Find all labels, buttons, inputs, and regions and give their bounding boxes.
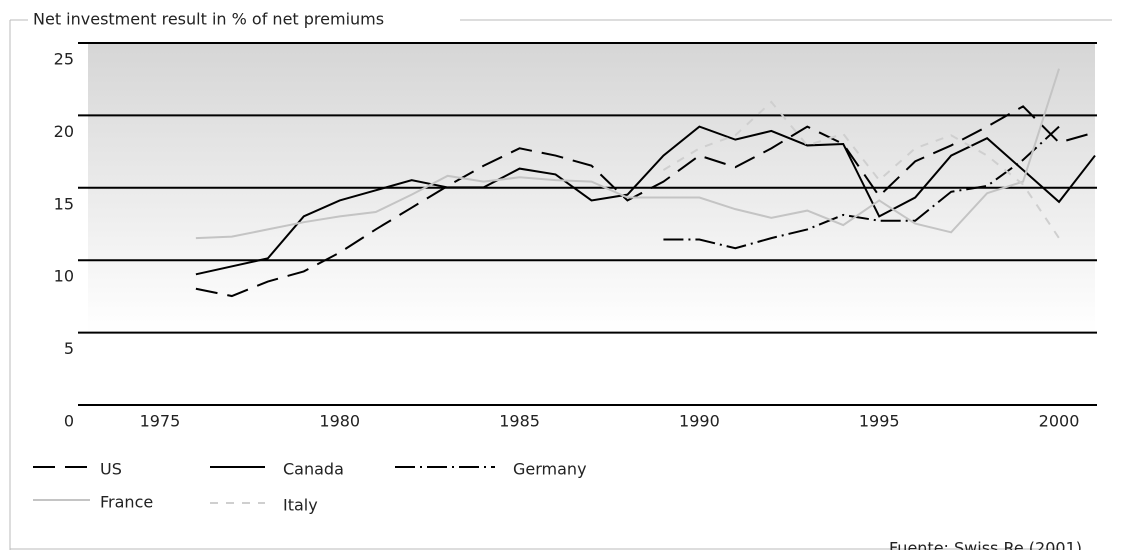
x-tick-label: 1995 bbox=[859, 412, 900, 431]
plot-background bbox=[88, 44, 1095, 405]
series-line bbox=[662, 100, 1060, 239]
series-line bbox=[195, 125, 1096, 276]
chart-title: Net investment result in % of net premiu… bbox=[33, 10, 384, 29]
y-tick-label: 5 bbox=[64, 339, 74, 358]
y-tick-label: 25 bbox=[54, 50, 74, 69]
source: Fuente: Swiss Re (2001) bbox=[889, 539, 1082, 550]
legend-label: Canada bbox=[283, 460, 344, 479]
legend-label: Germany bbox=[513, 460, 587, 479]
x-tick-label: 2000 bbox=[1039, 412, 1080, 431]
legend-label: Italy bbox=[283, 496, 318, 515]
series-line bbox=[195, 105, 1096, 298]
x-tick-label: 1985 bbox=[499, 412, 540, 431]
legend-label: US bbox=[100, 460, 122, 479]
x-tick-label: 1980 bbox=[319, 412, 360, 431]
y-tick-label: 20 bbox=[54, 122, 74, 141]
y-tick-label: 0 bbox=[64, 412, 74, 431]
y-tick-label: 10 bbox=[54, 267, 74, 286]
legend-label: France bbox=[100, 493, 153, 512]
x-tick-label: 1975 bbox=[140, 412, 181, 431]
series-line bbox=[195, 68, 1060, 240]
y-tick-label: 15 bbox=[54, 194, 74, 213]
x-tick-label: 1990 bbox=[679, 412, 720, 431]
series-line bbox=[663, 125, 1060, 250]
